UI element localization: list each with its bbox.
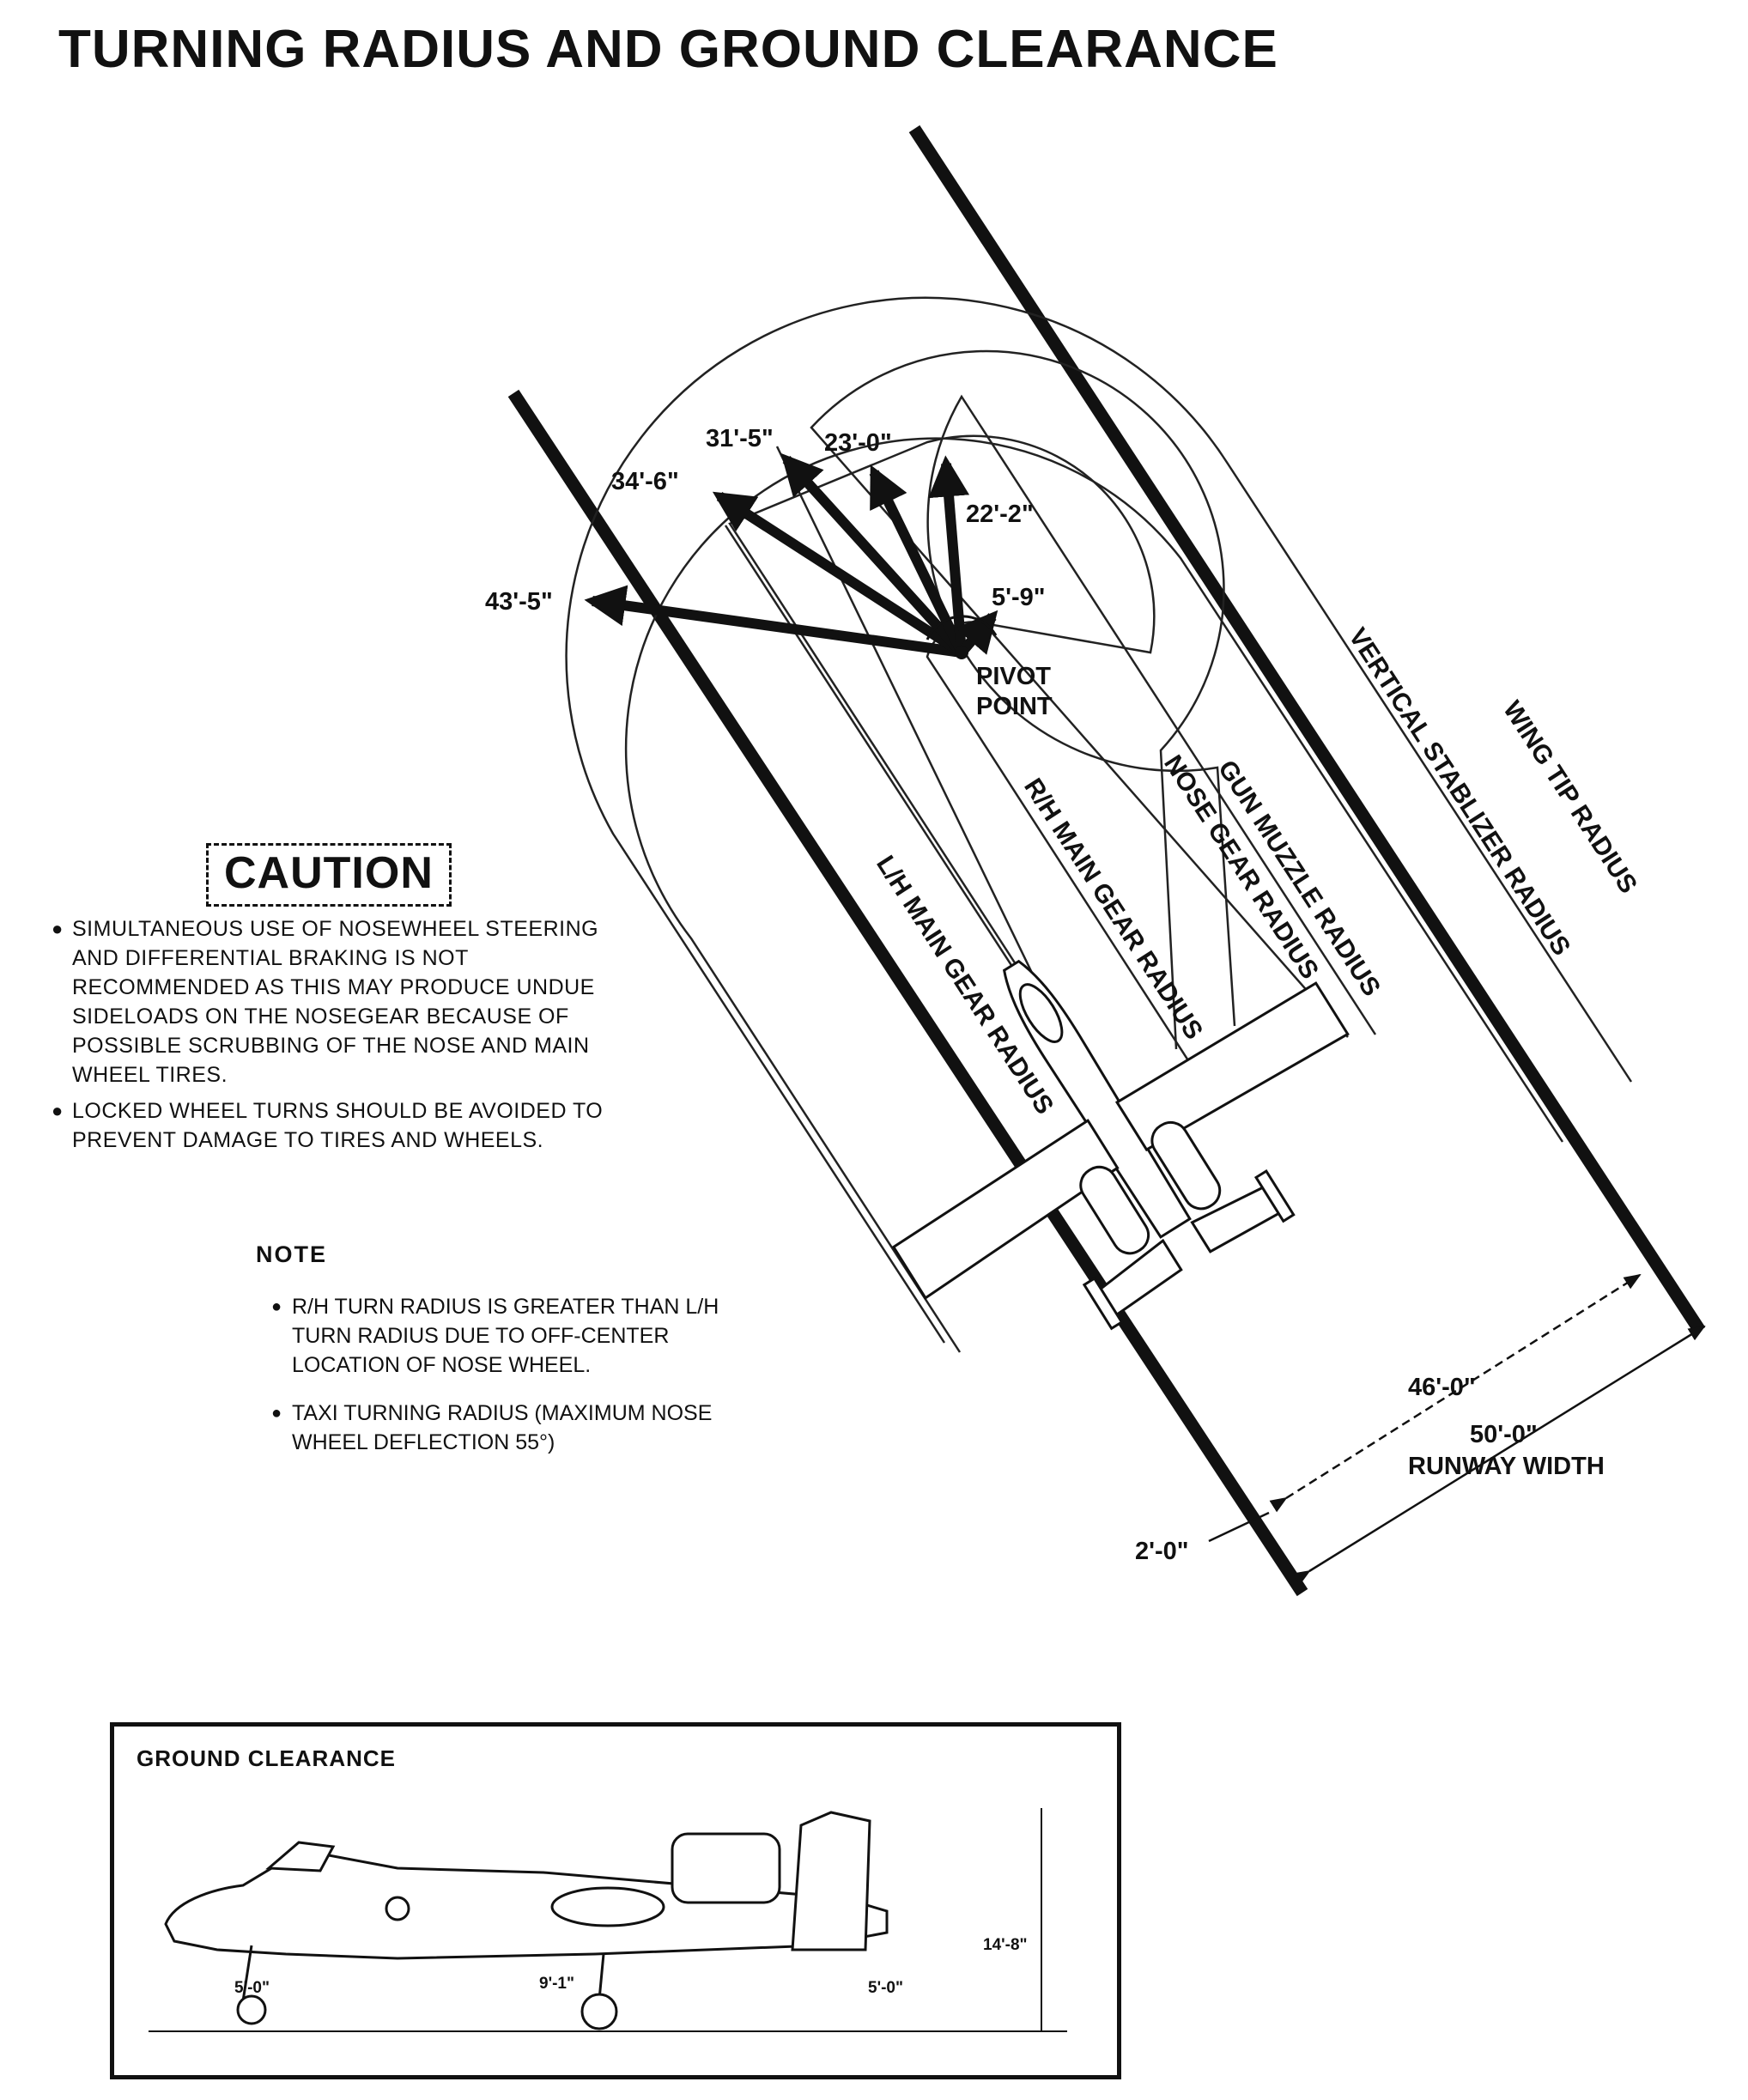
turn-width-value: 46'-0": [1408, 1374, 1476, 1401]
runway-width-label: RUNWAY WIDTH: [1408, 1453, 1605, 1480]
note-item: R/H TURN RADIUS IS GREATER THAN L/H TURN…: [271, 1292, 752, 1380]
caution-item: SIMULTANEOUS USE OF NOSEWHEEL STEERING A…: [52, 914, 635, 1089]
runway-width-value: 50'-0": [1470, 1421, 1538, 1448]
lh-main-gear-radius-arrow: [955, 610, 998, 656]
nose-gear-radius-path: [810, 349, 1349, 1050]
vertical-stabilizer-radius-arrow: [712, 491, 965, 658]
caution-item: LOCKED WHEEL TURNS SHOULD BE AVOIDED TO …: [52, 1096, 635, 1155]
aircraft-top-view: [891, 959, 1350, 1331]
lh-main-gear-radius-value: 5'-9": [992, 584, 1046, 611]
edge-margin-leader: [1208, 1511, 1270, 1543]
nose-gear-radius-value: 23'-0": [824, 429, 892, 457]
caution-heading: CAUTION: [206, 843, 452, 907]
note-heading: NOTE: [256, 1241, 328, 1267]
rh-main-gear-radius-value: 22'-2": [966, 501, 1034, 528]
note-item: TAXI TURNING RADIUS (MAXIMUM NOSE WHEEL …: [271, 1399, 752, 1457]
pivot-arc: [926, 615, 998, 640]
gun-muzzle-radius-arrow: [780, 452, 966, 657]
page-title: TURNING RADIUS AND GROUND CLEARANCE: [58, 20, 1278, 79]
pivot-point-marker: [955, 646, 968, 659]
nose-clearance-value: 5'-0": [234, 1979, 270, 1997]
edge-margin-value: 2'-0": [1135, 1538, 1189, 1565]
ground-clearance-panel: GROUND CLEARANCE 5'-0" 9'-1" 5'-0" 14'-8…: [110, 1722, 1121, 2079]
runway-edge-left: [507, 389, 1308, 1597]
turning-radius-diagram: 43'-5" 34'-6" 31'-5" 23'-0" 22'-2" 5'-9"…: [485, 124, 1706, 1597]
vertical-stabilizer-radius-value: 34'-6": [611, 468, 679, 495]
gun-muzzle-radius-value: 31'-5": [706, 425, 774, 452]
caution-list: SIMULTANEOUS USE OF NOSEWHEEL STEERING A…: [52, 914, 635, 1162]
aircraft-side-view: [164, 1811, 889, 2030]
center-track-line: [775, 446, 1045, 997]
wing-tip-radius-path: [565, 296, 1633, 1344]
pivot-label-line-2: POINT: [976, 693, 1053, 720]
height-value: 14'-8": [983, 1936, 1028, 1954]
vertical-stabilizer-radius-label: VERTICAL STABLIZER RADIUS: [1343, 623, 1575, 961]
wing-tip-radius-arrow: [584, 585, 962, 658]
ground-clearance-title: GROUND CLEARANCE: [137, 1745, 396, 1771]
runway-edge-right: [908, 124, 1706, 1335]
runway-width-dimension-line: [1292, 1325, 1706, 1586]
nose-gear-radius-arrow: [869, 464, 967, 655]
pivot-label-line-1: PIVOT: [976, 663, 1051, 690]
lh-main-gear-radius-path: [724, 525, 1053, 1027]
ground-clearance-side-view: 5'-0" 9'-1" 5'-0" 14'-8": [149, 1808, 1067, 2032]
mid-clearance-value: 9'-1": [539, 1975, 574, 1993]
wing-tip-radius-value: 43'-5": [485, 588, 553, 616]
tail-clearance-value: 5'-0": [868, 1979, 903, 1997]
note-list: R/H TURN RADIUS IS GREATER THAN L/H TURN…: [271, 1292, 752, 1476]
